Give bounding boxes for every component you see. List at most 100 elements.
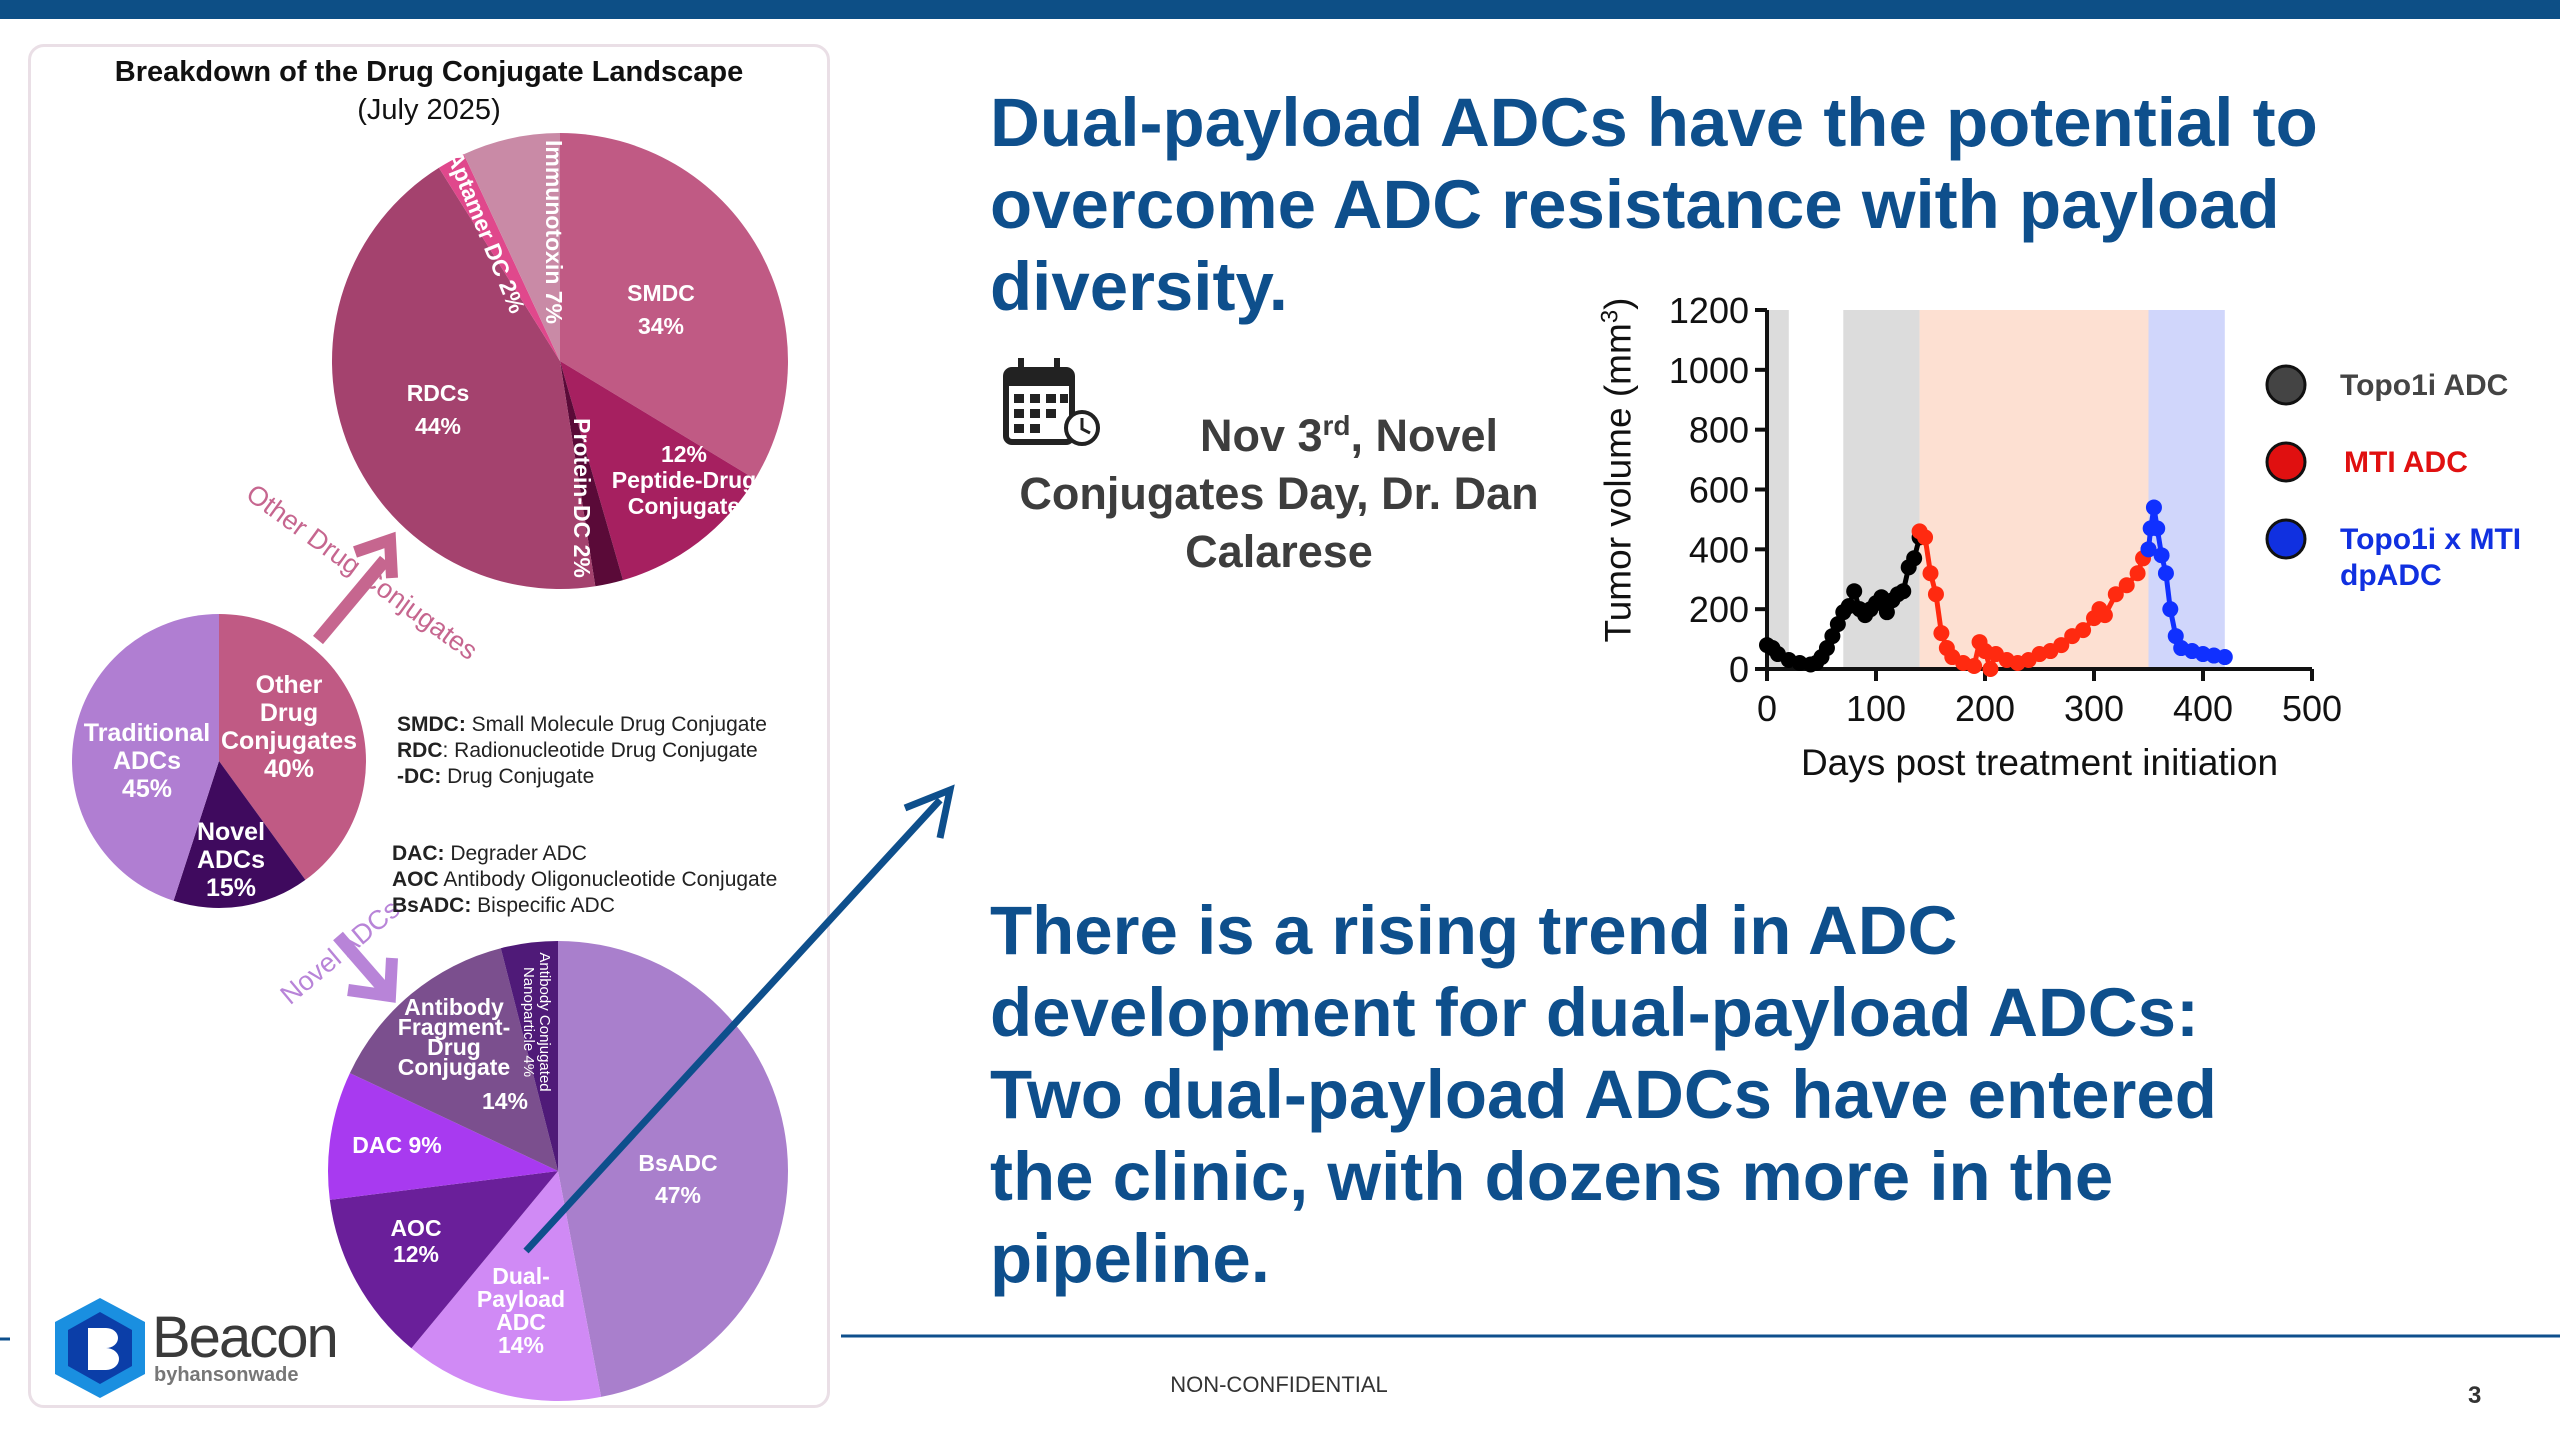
pie-slice-dac (327, 1073, 558, 1200)
pie-label-novel: Novel ADCs 15% (196, 818, 266, 902)
data-point-topo1i-x-mti-dpadc (2149, 520, 2166, 537)
data-point-topo1i-x-mti-dpadc (2157, 565, 2174, 582)
pie-slice-other-drug-conjugates (219, 614, 366, 880)
glossary-1: SMDC: Small Molecule Drug Conjugate RDC:… (397, 712, 767, 790)
data-point-topo1i-adc (1895, 583, 1912, 600)
event-info: Nov 3rd, Novel Conjugates Day, Dr. Dan C… (1019, 410, 1539, 577)
pie-label-bsadc: BsADC 47% (638, 1150, 718, 1208)
data-point-topo1i-x-mti-dpadc (2162, 601, 2179, 618)
connector-arrow-head-icon (903, 784, 955, 839)
pie-label-other: Other Drug Conjugates 40% (220, 671, 358, 783)
logo-wordmark: Beacon (152, 1305, 339, 1370)
glossary-item: AOC Antibody Oligonucleotide Conjugate (392, 868, 778, 891)
novel-arrow-icon (333, 931, 390, 995)
y-tick-label: 400 (1689, 529, 1749, 570)
y-tick-label: 1200 (1669, 290, 1749, 331)
x-tick-label: 400 (2173, 688, 2233, 729)
x-axis-label: Days post treatment initiation (1800, 742, 2279, 783)
pie-slice-rdcs (331, 167, 596, 589)
data-point-mti-adc (2118, 577, 2135, 594)
x-tick-label: 200 (1955, 688, 2015, 729)
data-point-mti-adc (1966, 658, 1983, 675)
legend-marker-mti-adc (2265, 441, 2307, 483)
glossary-item: SMDC: Small Molecule Drug Conjugate (397, 713, 767, 736)
treatment-band (1767, 310, 1789, 669)
other-arrow-icon (313, 555, 390, 645)
connector-arrow (523, 797, 943, 1254)
pie-slice-antibody-fragment-drug-conjugate (349, 948, 558, 1171)
pie-slice-novel-adcs (173, 761, 306, 908)
data-point-topo1i-x-mti-dpadc (2140, 541, 2157, 558)
novel-arrow-head-icon (347, 957, 398, 1003)
pie-slice-peptide-drug-conjugate (560, 361, 756, 581)
data-point-mti-adc (1917, 529, 1934, 546)
glossary-item: -DC: Drug Conjugate (397, 765, 595, 788)
data-point-topo1i-adc (1829, 616, 1846, 633)
data-point-mti-adc (1927, 586, 1944, 603)
y-tick-label: 0 (1729, 649, 1749, 690)
data-point-topo1i-adc (1824, 628, 1841, 645)
x-tick-label: 500 (2282, 688, 2342, 729)
top-accent-bar (0, 0, 2560, 19)
data-point-topo1i-x-mti-dpadc (2167, 628, 2184, 645)
legend-topo1i: Topo1i ADC (2340, 369, 2509, 402)
glossary-item: BsADC: Bispecific ADC (392, 894, 615, 917)
pie-slice-dual-payload-adc (411, 1171, 602, 1401)
pie-slice-bsadc (558, 941, 788, 1397)
data-point-mti-adc (2075, 622, 2092, 639)
x-tick-label: 0 (1757, 688, 1777, 729)
pie-slice-aoc (329, 1171, 558, 1349)
infographic-title: Breakdown of the Drug Conjugate Landscap… (114, 56, 744, 88)
headline: Dual-payload ADCs have the potential to o… (990, 84, 2318, 325)
x-tick-label: 300 (2064, 688, 2124, 729)
glossary-item: DAC: Degrader ADC (392, 842, 587, 865)
y-tick-label: 800 (1689, 410, 1749, 451)
body-statement: There is a rising trend in ADC developmen… (990, 892, 2217, 1297)
legend-marker-topo1i-adc (2265, 364, 2307, 406)
y-tick-label: 600 (1689, 470, 1749, 511)
x-tick-label: 100 (1846, 688, 1906, 729)
pie-slice-aptamer-dc (438, 154, 560, 361)
tumor-volume-chart: 0 200 400 600 800 1000 1200 0 100 200 300 400 500 (1669, 290, 2342, 729)
pie-label-afdc-pct: 14% (481, 1088, 529, 1114)
y-tick-label: 200 (1689, 589, 1749, 630)
legend-dpadc: Topo1i x MTI dpADC (2340, 523, 2522, 592)
pie-label-rdcs: RDCs 44% (406, 380, 470, 439)
data-point-mti-adc (2107, 586, 2124, 603)
data-point-mti-adc (1982, 661, 1999, 677)
glossary-item: RDC: Radionucleotide Drug Conjugate (397, 739, 758, 762)
data-point-topo1i-x-mti-dpadc (2145, 499, 2162, 516)
data-point-topo1i-adc (1878, 604, 1895, 621)
pie-label-peptide: 12% Peptide-Drug Conjugate (611, 441, 757, 519)
pie-label-protein-dc: Protein-DC 2% (569, 418, 595, 578)
pie-slice-smdc (560, 133, 788, 480)
other-arrow-head-icon (353, 531, 398, 579)
pie-label-afdc: Antibody Fragment- Drug Conjugate (397, 994, 511, 1080)
calendar-clock-icon (1003, 358, 1100, 446)
pie-slice-traditional-adcs (72, 614, 219, 901)
y-axis-label: Tumor volume (mm3) (1596, 297, 1639, 643)
pie-label-traditional: Traditional ADCs 45% (83, 719, 211, 803)
data-point-mti-adc (2129, 565, 2146, 582)
pie-slice-protein-dc (560, 361, 623, 587)
pie-label-dual-payload: Dual- Payload ADC 14% (476, 1263, 566, 1358)
y-tick-label: 1000 (1669, 350, 1749, 391)
logo-tagline: byhansonwade (154, 1364, 299, 1386)
pie-label-smdc: SMDC 34% (627, 280, 695, 339)
data-point-topo1i-adc (1846, 583, 1863, 600)
data-point-topo1i-adc (1818, 640, 1835, 657)
beacon-logo-icon (55, 1298, 145, 1398)
data-point-mti-adc (1922, 565, 1939, 582)
glossary-2: DAC: Degrader ADC AOC Antibody Oligonucl… (392, 841, 777, 919)
pie-slice-antibody-conjugated-nanoparticle (500, 941, 558, 1171)
pie-label-immunotoxin: Immunotoxin 7% (541, 139, 567, 325)
data-point-topo1i-x-mti-dpadc (2216, 649, 2233, 666)
pie-label-aoc: AOC 12% (390, 1215, 442, 1267)
data-point-topo1i-adc (1906, 550, 1923, 567)
data-point-mti-adc (1933, 625, 1950, 642)
pie-label-dac: DAC 9% (352, 1132, 442, 1158)
treatment-band (1919, 310, 2149, 669)
treatment-band (2148, 310, 2225, 669)
data-point-mti-adc (2096, 607, 2113, 624)
